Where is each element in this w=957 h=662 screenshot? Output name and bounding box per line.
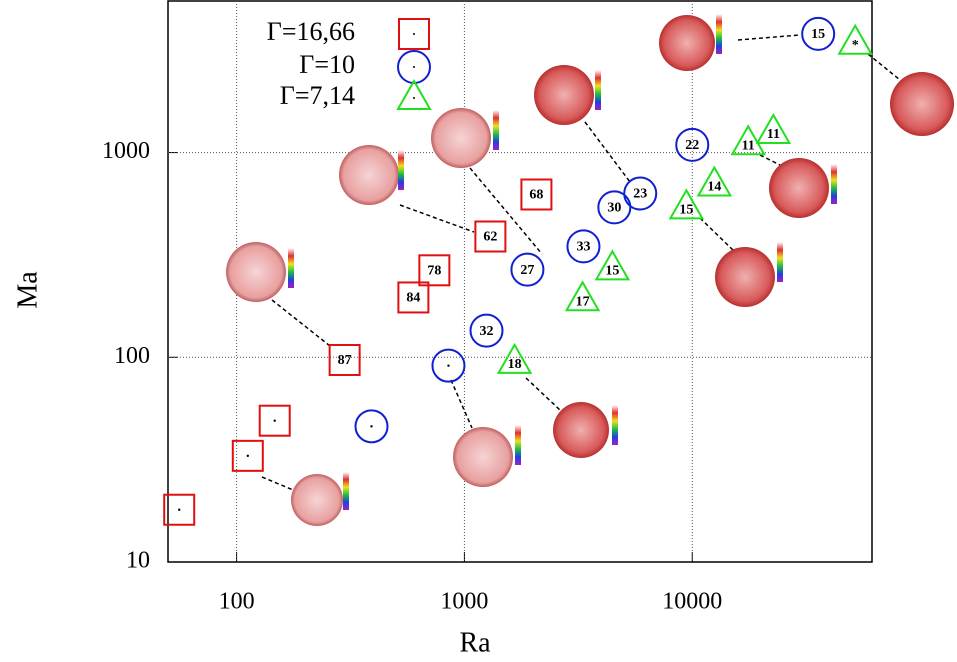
y-tick-label: 1000: [102, 138, 150, 164]
thermal-image: [431, 108, 491, 168]
connector: [262, 477, 298, 492]
connector: [738, 35, 800, 40]
connector: [451, 380, 472, 428]
thermal-image: [553, 402, 609, 458]
point-label: 68: [529, 188, 543, 203]
colorbar: [288, 248, 294, 288]
point-label: 15: [679, 203, 693, 218]
thermal-image: [534, 65, 594, 125]
connector: [868, 54, 905, 84]
legend-label: Γ=7,14: [280, 81, 355, 110]
connector: [700, 218, 735, 252]
point-label: 14: [707, 180, 721, 195]
thermal-image: [890, 72, 954, 136]
colorbar: [612, 405, 618, 445]
point-label: 22: [685, 138, 699, 153]
marker-dot: [413, 97, 415, 99]
colorbar: [716, 14, 722, 54]
y-axis-title: Ma: [12, 271, 43, 309]
legend-marker: [398, 81, 430, 109]
point-label: 15: [811, 27, 825, 42]
thermal-image: [291, 474, 343, 526]
x-tick-label: 1000: [440, 589, 488, 615]
connector: [400, 205, 474, 232]
x-axis-title: Ra: [459, 627, 491, 658]
colorbar: [777, 242, 783, 282]
point-label: 87: [338, 353, 352, 368]
thermal-image: [715, 247, 775, 307]
point-label: 84: [406, 291, 420, 306]
marker-dot: [370, 425, 372, 427]
connector: [272, 300, 330, 346]
connector: [526, 378, 560, 410]
thermal-image: [226, 242, 286, 302]
thermal-image: [339, 145, 399, 205]
x-tick-label: 10000: [662, 589, 722, 615]
colorbar: [515, 425, 521, 465]
point-label: 62: [483, 230, 497, 245]
point-label: 11: [742, 139, 755, 154]
connector: [585, 122, 630, 182]
y-tick-label: 10: [126, 548, 150, 574]
point-label: 27: [520, 263, 534, 278]
colorbar: [595, 70, 601, 110]
point-label: 17: [576, 295, 590, 310]
point-label: 30: [607, 201, 621, 216]
thermal-image: [453, 427, 513, 487]
y-tick-label: 100: [114, 343, 150, 369]
point-label: 23: [633, 187, 647, 202]
thermal-image: [769, 158, 829, 218]
colorbar: [831, 164, 837, 204]
point-label: 15: [605, 264, 619, 279]
point-label: 33: [576, 240, 590, 255]
chart: Ra Ma 100 1000 10000 10 100 1000 87 84 78 62: [0, 0, 957, 662]
point-label: 78: [427, 264, 441, 279]
marker-dot: [274, 420, 276, 422]
point-label: 18: [508, 357, 522, 372]
marker-dot: [178, 509, 180, 511]
x-tick-label: 100: [219, 589, 255, 615]
marker-dot: [247, 455, 249, 457]
point-label: 32: [480, 324, 494, 339]
marker-dot: [447, 364, 449, 366]
colorbar: [398, 150, 404, 190]
marker-dot: [413, 66, 415, 68]
legend-label: Γ=16,66: [267, 17, 355, 46]
thermal-image: [659, 15, 715, 71]
colorbar: [343, 472, 349, 510]
marker-dot: [413, 33, 415, 35]
point-label: *: [852, 38, 859, 53]
point-label: 11: [767, 127, 780, 142]
colorbar: [493, 110, 499, 150]
legend-label: Γ=10: [299, 50, 355, 79]
